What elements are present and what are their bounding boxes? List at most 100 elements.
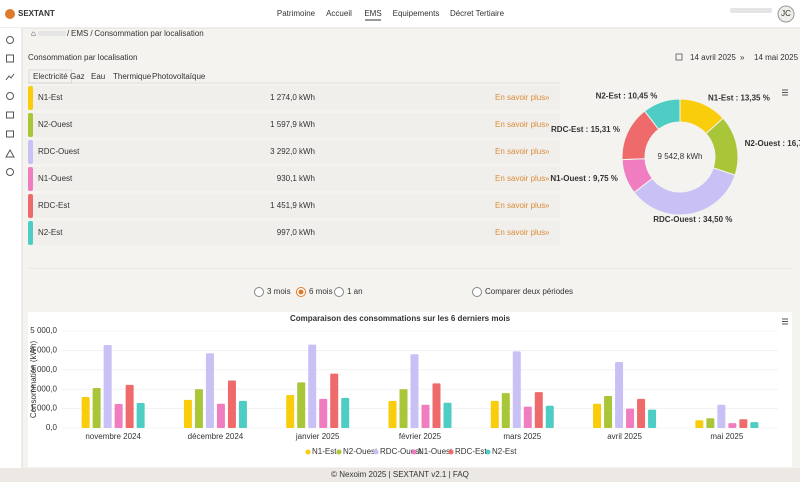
donut-center: 9 542,8 kWh bbox=[658, 152, 703, 161]
sidebar-icons bbox=[5, 36, 15, 176]
y-tick-label: 1 000,0 bbox=[30, 404, 57, 413]
radio[interactable] bbox=[334, 287, 344, 297]
bar bbox=[399, 389, 408, 428]
location-color bbox=[28, 86, 33, 110]
bar bbox=[512, 351, 521, 428]
slice-label: RDC-Ouest : 34,50 % bbox=[653, 215, 732, 224]
user-name-blur bbox=[730, 8, 772, 13]
legend-label[interactable]: RDC-Est bbox=[455, 447, 487, 456]
tab[interactable]: Thermique bbox=[113, 72, 152, 81]
date-to[interactable]: 14 mai 2025 bbox=[754, 53, 799, 62]
radio-label[interactable]: 6 mois bbox=[309, 287, 333, 296]
legend-label[interactable]: RDC-Ouest bbox=[380, 447, 422, 456]
breadcrumb-item[interactable]: EMS bbox=[71, 29, 88, 38]
location-value: 997,0 kWh bbox=[277, 228, 315, 237]
legend-label[interactable]: N1-Est bbox=[312, 447, 337, 456]
nav-item[interactable]: Equipements bbox=[393, 9, 440, 18]
chart-menu[interactable] bbox=[782, 89, 788, 96]
y-tick-label: 3 000,0 bbox=[30, 365, 57, 374]
location-name: N1-Ouest bbox=[38, 174, 73, 183]
chart-title: Comparaison des consommations sur les 6 … bbox=[290, 314, 511, 323]
location-link[interactable]: En savoir plus bbox=[495, 228, 545, 237]
nav-item[interactable]: Accueil bbox=[326, 9, 352, 18]
legend-swatch[interactable] bbox=[336, 449, 342, 455]
bar bbox=[695, 420, 704, 428]
sidebar-icon[interactable] bbox=[5, 148, 15, 158]
sidebar-icon[interactable] bbox=[6, 36, 14, 44]
nav-item[interactable]: EMS bbox=[364, 9, 381, 18]
location-arrow[interactable]: » bbox=[545, 174, 550, 183]
location-link[interactable]: En savoir plus bbox=[495, 174, 545, 183]
x-tick-label: février 2025 bbox=[399, 432, 442, 441]
bar bbox=[216, 403, 225, 428]
sidebar-icon[interactable] bbox=[6, 111, 14, 119]
sidebar-icon[interactable] bbox=[5, 73, 15, 81]
y-tick-label: 2 000,0 bbox=[30, 384, 57, 393]
location-row[interactable] bbox=[28, 194, 560, 218]
bar bbox=[728, 423, 737, 428]
slice-label: N2-Est : 10,45 % bbox=[596, 92, 658, 101]
nav-item[interactable]: Décret Tertiaire bbox=[450, 9, 505, 18]
location-link[interactable]: En savoir plus bbox=[495, 147, 545, 156]
legend-label[interactable]: N2-Est bbox=[492, 447, 517, 456]
sidebar-icon[interactable] bbox=[6, 92, 14, 100]
page-title: Consommation par localisation bbox=[28, 53, 137, 62]
nav-item[interactable]: Patrimoine bbox=[277, 9, 316, 18]
location-arrow[interactable]: » bbox=[545, 228, 550, 237]
radio-label[interactable]: 3 mois bbox=[267, 287, 291, 296]
location-row[interactable] bbox=[28, 167, 560, 191]
location-arrow[interactable]: » bbox=[545, 147, 550, 156]
location-row[interactable] bbox=[28, 86, 560, 110]
radio-label[interactable]: Comparer deux périodes bbox=[485, 287, 573, 296]
bar bbox=[388, 400, 397, 428]
location-link[interactable]: En savoir plus bbox=[495, 120, 545, 129]
legend-swatch[interactable] bbox=[448, 449, 454, 455]
home-icon[interactable]: ⌂ bbox=[31, 29, 36, 38]
radio-label[interactable]: 1 an bbox=[347, 287, 363, 296]
sidebar-icon[interactable] bbox=[6, 130, 14, 138]
location-arrow[interactable]: » bbox=[545, 120, 550, 129]
tab[interactable]: Eau bbox=[91, 72, 105, 81]
bar bbox=[319, 398, 328, 428]
slice-label: N2-Ouest : 16,74 % bbox=[745, 139, 800, 148]
x-tick-label: mars 2025 bbox=[503, 432, 541, 441]
menu-icons bbox=[782, 89, 788, 325]
location-value: 1 597,9 kWh bbox=[270, 120, 315, 129]
date-from[interactable]: 14 avril 2025 bbox=[690, 53, 736, 62]
legend-swatch[interactable] bbox=[485, 449, 491, 455]
legend-label[interactable]: N1-Ouest bbox=[418, 447, 453, 456]
legend-label[interactable]: N2-Ouest bbox=[343, 447, 378, 456]
sidebar-icon[interactable] bbox=[6, 168, 14, 176]
bar bbox=[534, 392, 543, 428]
location-color bbox=[28, 167, 33, 191]
legend-swatch[interactable] bbox=[305, 449, 311, 455]
breadcrumb-item[interactable]: Consommation par localisation bbox=[94, 29, 203, 38]
tab[interactable]: Gaz bbox=[70, 72, 85, 81]
location-row[interactable] bbox=[28, 140, 560, 164]
location-arrow[interactable]: » bbox=[545, 93, 550, 102]
radio[interactable] bbox=[254, 287, 264, 297]
location-link[interactable]: En savoir plus bbox=[495, 201, 545, 210]
radio[interactable] bbox=[472, 287, 482, 297]
chart-menu[interactable] bbox=[782, 318, 788, 325]
location-link[interactable]: En savoir plus bbox=[495, 93, 545, 102]
location-arrow[interactable]: » bbox=[545, 201, 550, 210]
logo-icon bbox=[5, 9, 15, 19]
sidebar-icon[interactable] bbox=[6, 54, 14, 63]
tab[interactable]: Photovoltaïque bbox=[152, 72, 206, 81]
legend-swatch[interactable] bbox=[411, 449, 417, 455]
x-tick-label: novembre 2024 bbox=[85, 432, 141, 441]
avatar[interactable] bbox=[777, 5, 795, 23]
bar bbox=[238, 400, 247, 428]
radio-dot bbox=[298, 289, 304, 295]
calendar-icon[interactable] bbox=[675, 53, 683, 61]
tab[interactable]: Electricité bbox=[33, 72, 68, 81]
location-row[interactable] bbox=[28, 113, 560, 137]
location-color bbox=[28, 194, 33, 218]
location-name: N1-Est bbox=[38, 93, 63, 102]
bar bbox=[750, 422, 759, 428]
legend-swatch[interactable] bbox=[373, 449, 379, 455]
location-color bbox=[28, 113, 33, 137]
location-row[interactable] bbox=[28, 221, 560, 245]
logo[interactable]: SEXTANT bbox=[18, 9, 55, 18]
